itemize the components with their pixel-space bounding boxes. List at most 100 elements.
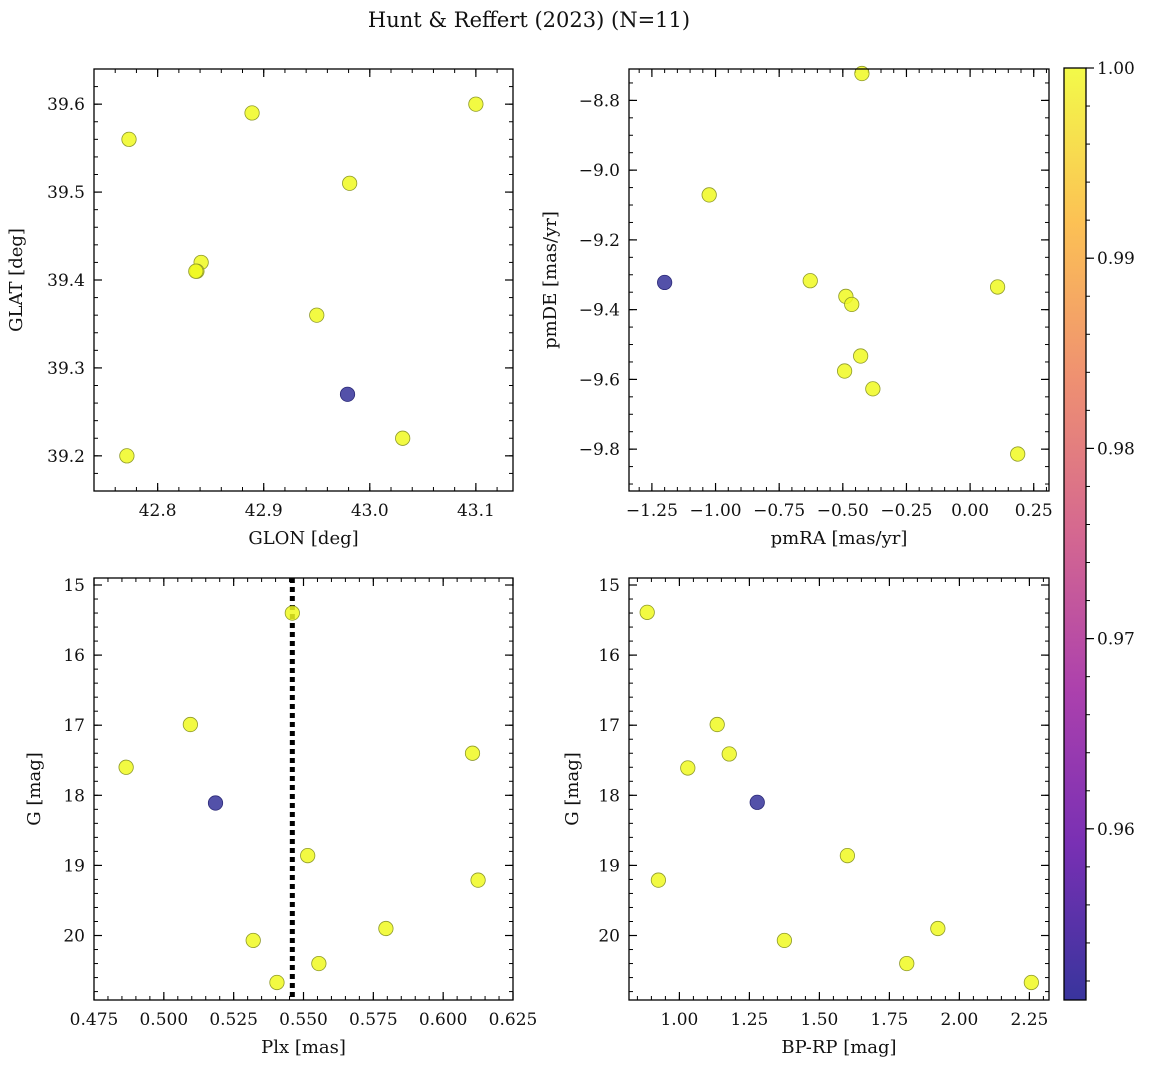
axes-frame [93,68,514,492]
colorbar-tick-label: 0.97 [1097,630,1135,650]
x-tick-label: −0.75 [753,501,805,521]
y-tick-label: 20 [63,927,85,947]
axes-frame [93,577,514,1001]
panel-pmra-pmde: −1.25 −1.00 −0.75 −0.50 −0.25 0.00 0.25 −9.8 −9.… [540,65,1053,549]
x-tick-label: 43.1 [457,501,495,521]
scatter-point [680,760,696,776]
scatter-point [207,795,224,811]
colorbar-tick-label: 0.99 [1097,249,1135,269]
scatter-point [188,263,204,279]
y-tick-label: −9.4 [579,301,620,321]
axes-frame [628,577,1050,1001]
scatter-point [865,381,881,397]
scatter-point [854,65,870,82]
y-tick-label: −8.8 [579,91,620,111]
x-tick-label: 1.25 [730,1010,768,1030]
colorbar-tick-label: 1.00 [1097,59,1135,79]
x-tick-label: 1.00 [660,1010,698,1030]
scatter-point [464,745,481,761]
x-tick-label: 42.9 [245,501,283,521]
x-tick-label: 0.625 [489,1010,538,1030]
minor-ticks [629,578,1049,1000]
scatter-point [121,131,137,147]
y-tick-label: 39.4 [47,271,85,291]
y-tick-label: 39.6 [47,95,85,115]
scatter-point [839,847,856,864]
scatter-point [899,955,915,972]
y-tick-label: 16 [598,646,620,666]
y-tick-label: 39.3 [47,359,85,379]
colorbar: 0.96 0.97 0.98 0.99 1.00 [1063,59,1135,1001]
x-tick-label: −1.00 [689,501,741,521]
x-axis-label: pmRA [mas/yr] [771,528,908,549]
y-tick-label: −9.6 [579,370,620,390]
scatter-point [269,974,285,991]
scatter-point [701,187,717,203]
y-tick-label: 20 [598,927,620,947]
scatter-point [395,430,411,446]
scatter-point [118,759,134,775]
scatter-point [721,746,737,762]
x-tick-label: 0.475 [70,1010,119,1030]
scatter-point [776,932,793,949]
y-tick-label: 19 [598,856,620,876]
scatter-point [342,175,358,191]
colorbar-tick-label: 0.98 [1097,439,1135,459]
scatter-point [709,716,725,733]
scatter-point [119,448,135,464]
scatter-point [749,794,765,810]
scatter-point [311,955,327,972]
scatter-point [284,605,300,621]
y-tick-label: 18 [598,786,620,806]
scatter-point [244,105,260,121]
y-tick-label: 16 [63,646,85,666]
x-tick-label: 1.50 [800,1010,838,1030]
scatter-point [470,872,486,888]
x-tick-label: −0.25 [880,501,932,521]
scatter-point [468,96,484,112]
y-tick-label: 15 [598,576,620,596]
x-tick-label: 0.500 [139,1010,188,1030]
panel-bprp-g: 1.00 1.25 1.50 1.75 2.00 2.25 15 16 17 18 19 20 BP-R… [562,576,1050,1058]
x-tick-label: 0.25 [1015,501,1053,521]
x-tick-label: 1.75 [870,1010,908,1030]
x-tick-label: 0.550 [279,1010,328,1030]
figure-title: Hunt & Reffert (2023) (N=11) [368,8,690,32]
x-axis-label: BP-RP [mag] [781,1037,896,1058]
scatter-point [836,363,853,379]
scatter-point [1023,974,1039,991]
scatter-point [182,716,198,733]
scatter-point [339,386,356,402]
scatter-point [989,279,1006,295]
scatter-point [245,932,261,949]
scatter-point [844,296,860,313]
minor-ticks [93,578,514,1000]
scatter-point [802,273,818,289]
y-tick-label: 19 [63,856,85,876]
scatter-point [657,274,673,291]
y-tick-label: −9.8 [579,440,620,460]
x-tick-label: 0.575 [349,1010,398,1030]
x-tick-label: −0.50 [817,501,869,521]
panel-glon-glat: 42.8 42.9 43.0 43.1 39.2 39.3 39.4 39.5 39.6 GLON… [6,68,514,549]
y-tick-label: −9.2 [579,231,620,251]
y-tick-label: −9.0 [579,161,620,181]
x-tick-label: 0.600 [419,1010,468,1030]
x-axis-label: GLON [deg] [248,528,358,549]
y-tick-label: 18 [63,786,85,806]
y-tick-label: 17 [598,716,620,736]
x-tick-label: 2.00 [940,1010,978,1030]
x-tick-label: 43.0 [351,501,389,521]
y-axis-label: G [mag] [24,752,45,825]
x-tick-label: 0.525 [209,1010,258,1030]
x-tick-label: −1.25 [626,501,678,521]
y-axis-label: pmDE [mas/yr] [540,211,561,349]
scatter-point [378,920,394,937]
x-axis-label: Plx [mas] [261,1037,346,1058]
scatter-point [853,348,869,364]
y-tick-label: 39.5 [47,183,85,203]
axes-frame [628,68,1050,492]
y-tick-label: 15 [63,576,85,596]
scatter-point [309,307,325,323]
